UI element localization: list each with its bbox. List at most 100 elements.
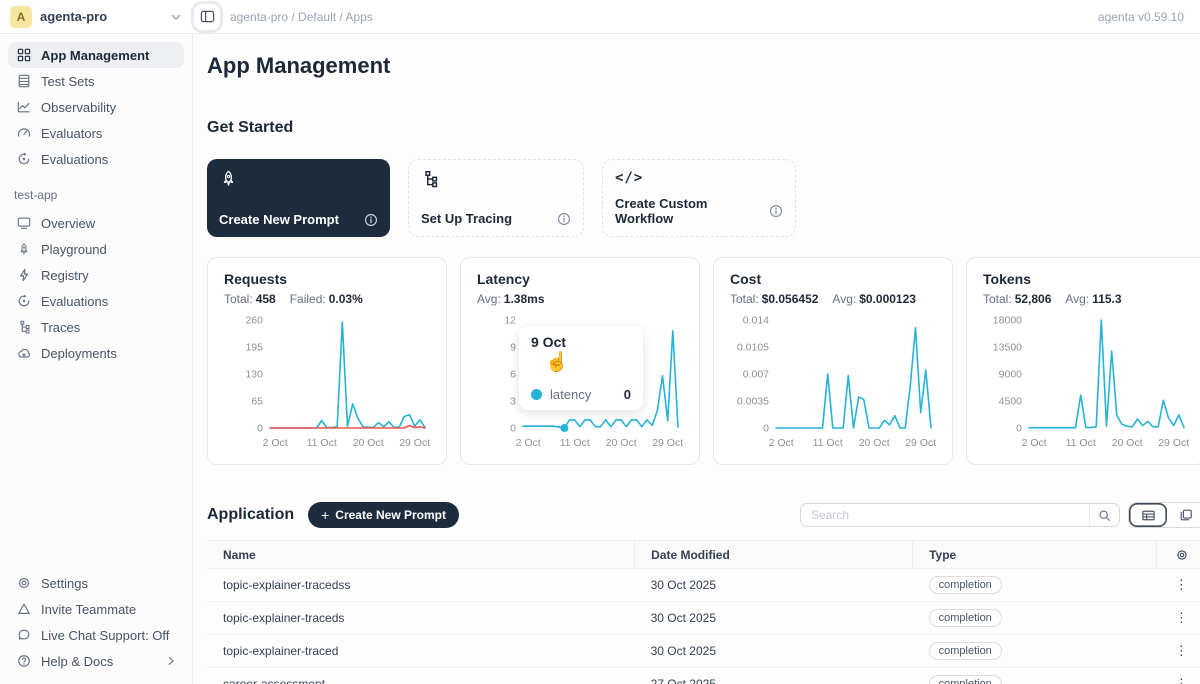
type-badge: completion bbox=[929, 609, 1002, 627]
tree-icon bbox=[421, 170, 571, 188]
app-name[interactable]: topic-explainer-tracedss bbox=[207, 569, 635, 602]
table-row[interactable]: topic-explainer-tracedss 30 Oct 2025 com… bbox=[207, 569, 1200, 602]
svg-text:11 Oct: 11 Oct bbox=[560, 437, 590, 449]
workspace-selector[interactable]: A agenta-pro bbox=[10, 6, 182, 28]
sidebar-item-evaluators[interactable]: Evaluators bbox=[8, 120, 184, 146]
application-header: Application + Create New Prompt bbox=[207, 502, 1200, 528]
app-name[interactable]: career-assessment bbox=[207, 668, 635, 684]
svg-text:18000: 18000 bbox=[993, 315, 1022, 327]
svg-text:29 Oct: 29 Oct bbox=[1158, 437, 1189, 449]
row-menu-button[interactable]: ⋮ bbox=[1157, 602, 1200, 635]
app-name[interactable]: topic-explainer-traceds bbox=[207, 602, 635, 635]
application-heading: Application bbox=[207, 506, 294, 524]
create-custom-workflow-card[interactable]: </> Create Custom Workflow bbox=[602, 159, 796, 237]
latency-chart-card: Latency Avg:1.38ms 0369122 Oct11 Oct20 O… bbox=[460, 257, 700, 465]
cost-chart-card: Cost Total:$0.056452 Avg:$0.000123 00.00… bbox=[713, 257, 953, 465]
sidebar: App Management Test Sets Observability E… bbox=[0, 34, 193, 684]
stat-value: 115.3 bbox=[1092, 292, 1121, 306]
info-icon[interactable] bbox=[364, 213, 378, 227]
stat-value: 52,806 bbox=[1015, 292, 1052, 306]
sidebar-item-invite-teammate[interactable]: Invite Teammate bbox=[8, 596, 184, 622]
requests-chart[interactable]: 0651301952602 Oct11 Oct20 Oct29 Oct bbox=[224, 310, 430, 459]
create-new-prompt-button[interactable]: + Create New Prompt bbox=[308, 502, 459, 528]
app-date: 30 Oct 2025 bbox=[635, 635, 913, 668]
sidebar-item-label: Invite Teammate bbox=[41, 602, 136, 617]
plus-icon: + bbox=[321, 507, 329, 523]
table-view-button[interactable] bbox=[1129, 503, 1167, 527]
cost-chart[interactable]: 00.00350.0070.01050.0142 Oct11 Oct20 Oct… bbox=[730, 310, 936, 459]
tree-icon bbox=[16, 320, 32, 334]
sidebar-item-observability[interactable]: Observability bbox=[8, 94, 184, 120]
svg-text:9000: 9000 bbox=[999, 369, 1023, 381]
table-row[interactable]: topic-explainer-traced 30 Oct 2025 compl… bbox=[207, 635, 1200, 668]
sidebar-item-live-chat[interactable]: Live Chat Support: Off bbox=[8, 622, 184, 648]
table-icon bbox=[16, 74, 32, 88]
info-icon[interactable] bbox=[769, 204, 783, 218]
stat-label: Avg: bbox=[1065, 292, 1089, 306]
svg-text:0: 0 bbox=[1016, 423, 1022, 435]
sidebar-item-label: Evaluations bbox=[41, 294, 108, 309]
chart-title: Latency bbox=[477, 271, 683, 287]
series-dot bbox=[531, 389, 542, 400]
sidebar-item-settings[interactable]: Settings bbox=[8, 570, 184, 596]
sidebar-item-registry[interactable]: Registry bbox=[8, 262, 184, 288]
column-header-name[interactable]: Name bbox=[207, 541, 635, 569]
type-badge: completion bbox=[929, 576, 1002, 594]
search-icon[interactable] bbox=[1089, 504, 1119, 526]
sidebar-item-label: Deployments bbox=[41, 346, 117, 361]
refresh-icon bbox=[16, 152, 32, 166]
sidebar-item-label: Overview bbox=[41, 216, 95, 231]
sidebar-item-traces[interactable]: Traces bbox=[8, 314, 184, 340]
card-view-icon bbox=[1179, 508, 1193, 522]
sidebar-item-app-management[interactable]: App Management bbox=[8, 42, 184, 68]
sidebar-item-playground[interactable]: Playground bbox=[8, 236, 184, 262]
svg-text:29 Oct: 29 Oct bbox=[905, 437, 936, 449]
row-menu-button[interactable]: ⋮ bbox=[1157, 569, 1200, 602]
monitor-icon bbox=[16, 216, 32, 230]
sidebar-item-label: Playground bbox=[41, 242, 107, 257]
sidebar-item-evaluations[interactable]: Evaluations bbox=[8, 146, 184, 172]
sidebar-item-overview[interactable]: Overview bbox=[8, 210, 184, 236]
svg-text:0.0035: 0.0035 bbox=[737, 396, 769, 408]
stat-value: 0.03% bbox=[329, 292, 363, 306]
create-new-prompt-card[interactable]: Create New Prompt bbox=[207, 159, 390, 237]
svg-text:195: 195 bbox=[245, 342, 263, 354]
svg-text:11 Oct: 11 Oct bbox=[307, 437, 337, 449]
column-header-type[interactable]: Type bbox=[913, 541, 1157, 569]
card-view-button[interactable] bbox=[1167, 503, 1200, 527]
tokens-chart-card: Tokens Total:52,806 Avg:115.3 0450090001… bbox=[966, 257, 1200, 465]
get-started-heading: Get Started bbox=[207, 119, 1200, 137]
column-header-date-modified[interactable]: Date Modified bbox=[635, 541, 913, 569]
stat-value: 1.38ms bbox=[504, 292, 545, 306]
app-name[interactable]: topic-explainer-traced bbox=[207, 635, 635, 668]
table-settings-button[interactable] bbox=[1157, 541, 1200, 569]
table-row[interactable]: topic-explainer-traceds 30 Oct 2025 comp… bbox=[207, 602, 1200, 635]
app-date: 27 Oct 2025 bbox=[635, 668, 913, 684]
card-label: Set Up Tracing bbox=[421, 211, 512, 226]
chevron-right-icon bbox=[166, 656, 176, 666]
search-input[interactable] bbox=[801, 508, 1089, 522]
top-bar: A agenta-pro agenta-pro / Default / Apps… bbox=[0, 0, 1200, 34]
sidebar-item-label: Live Chat Support: Off bbox=[41, 628, 169, 643]
svg-text:0: 0 bbox=[510, 423, 516, 435]
breadcrumb[interactable]: agenta-pro / Default / Apps bbox=[230, 10, 373, 24]
table-view-icon bbox=[1141, 508, 1156, 523]
tokens-chart[interactable]: 04500900013500180002 Oct11 Oct20 Oct29 O… bbox=[983, 310, 1189, 459]
sidebar-item-deployments[interactable]: Deployments bbox=[8, 340, 184, 366]
svg-text:12: 12 bbox=[504, 315, 516, 327]
info-icon[interactable] bbox=[557, 212, 571, 226]
applications-table: Name Date Modified Type topic-explainer-… bbox=[207, 540, 1200, 684]
row-menu-button[interactable]: ⋮ bbox=[1157, 635, 1200, 668]
table-row[interactable]: career-assessment 27 Oct 2025 completion… bbox=[207, 668, 1200, 684]
sidebar-item-test-sets[interactable]: Test Sets bbox=[8, 68, 184, 94]
sidebar-item-label: Traces bbox=[41, 320, 80, 335]
row-menu-button[interactable]: ⋮ bbox=[1157, 668, 1200, 684]
set-up-tracing-card[interactable]: Set Up Tracing bbox=[408, 159, 584, 237]
requests-chart-card: Requests Total:458 Failed:0.03% 06513019… bbox=[207, 257, 447, 465]
card-label: Create Custom Workflow bbox=[615, 196, 769, 226]
gauge-icon bbox=[16, 126, 32, 140]
svg-text:0: 0 bbox=[257, 423, 263, 435]
sidebar-item-help-docs[interactable]: Help & Docs bbox=[8, 648, 184, 674]
sidebar-item-app-evaluations[interactable]: Evaluations bbox=[8, 288, 184, 314]
sidebar-collapse-button[interactable] bbox=[194, 4, 220, 30]
